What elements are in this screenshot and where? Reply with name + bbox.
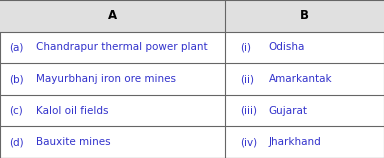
Text: Chandrapur thermal power plant: Chandrapur thermal power plant [36, 42, 208, 52]
Text: Kalol oil fields: Kalol oil fields [36, 106, 109, 116]
Text: (d): (d) [10, 137, 24, 147]
Bar [0, 0, 384, 32]
Text: Gujarat: Gujarat [269, 106, 308, 116]
Text: Bauxite mines: Bauxite mines [36, 137, 111, 147]
Text: Odisha: Odisha [269, 42, 305, 52]
Text: (ii): (ii) [240, 74, 254, 84]
Text: (a): (a) [10, 42, 24, 52]
Text: (iii): (iii) [240, 106, 257, 116]
Text: Jharkhand: Jharkhand [269, 137, 321, 147]
Text: (c): (c) [10, 106, 23, 116]
Text: (b): (b) [10, 74, 24, 84]
Text: B: B [300, 9, 309, 22]
Text: (iv): (iv) [240, 137, 257, 147]
Text: (i): (i) [240, 42, 251, 52]
Text: Amarkantak: Amarkantak [269, 74, 333, 84]
Text: Mayurbhanj iron ore mines: Mayurbhanj iron ore mines [36, 74, 177, 84]
Text: A: A [108, 9, 117, 22]
